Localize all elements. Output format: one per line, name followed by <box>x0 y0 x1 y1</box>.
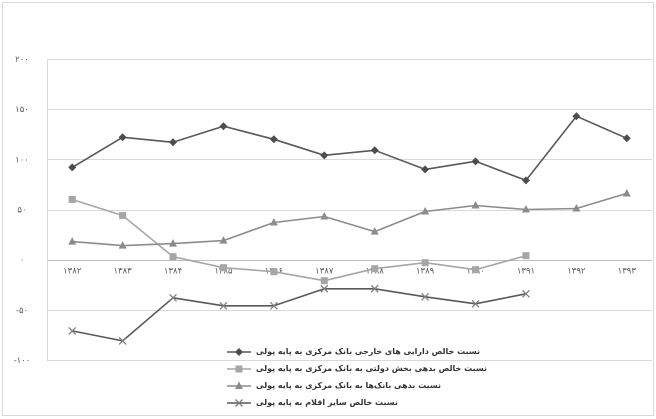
data-point-square <box>270 268 278 276</box>
data-point-x <box>118 336 127 345</box>
series-3 <box>68 188 631 249</box>
data-point-diamond <box>471 157 480 166</box>
y-tick-label: -۵۰ <box>16 306 28 316</box>
data-point-x <box>320 284 329 293</box>
data-point-diamond <box>572 112 581 121</box>
data-point-square <box>371 265 379 273</box>
x-tick-label: ۱۳۹۳ <box>618 267 637 277</box>
data-point-diamond <box>118 133 127 142</box>
legend-sample-diamond <box>227 347 251 356</box>
legend-label: نسبت خالص دارایی های خارجی بانک مرکزی به… <box>256 347 480 356</box>
legend-marker-x <box>235 398 243 407</box>
legend-marker-square <box>235 365 243 372</box>
data-point-triangle <box>320 212 329 220</box>
x-tick-label: ۱۳۸۳ <box>113 267 132 277</box>
data-point-diamond <box>169 138 178 147</box>
data-point-triangle <box>269 218 278 226</box>
data-point-triangle <box>118 241 127 249</box>
legend-marker-diamond <box>235 347 243 356</box>
data-point-diamond <box>622 134 631 143</box>
data-point-x <box>421 292 430 301</box>
legend-item: نسبت خالص دارایی های خارجی بانک مرکزی به… <box>226 343 487 360</box>
data-point-triangle <box>622 188 631 197</box>
series-4 <box>68 284 530 345</box>
y-tick-label: ۱۵۰ <box>15 105 29 115</box>
x-tick-label: ۱۳۸۴ <box>164 267 182 277</box>
data-point-square <box>421 259 429 267</box>
data-point-triangle <box>572 203 581 212</box>
legend-item: نسبت بدهی بانک‌ها به بانک مرکزی به پایه … <box>226 377 487 394</box>
data-point-triangle <box>68 237 77 245</box>
data-point-x <box>169 293 178 302</box>
data-point-triangle <box>421 207 430 215</box>
legend-sample-x <box>227 398 251 407</box>
x-tick-label: ۱۳۸۹ <box>416 267 435 277</box>
data-point-diamond <box>219 122 228 131</box>
legend-marker-triangle <box>235 381 243 389</box>
data-point-square <box>320 277 328 285</box>
legend-sample-triangle <box>227 381 251 389</box>
legend-item: نسبت خالص بدهی بخش دولتی به بانک مرکزی ب… <box>226 360 487 377</box>
series-line <box>72 192 628 247</box>
data-point-diamond <box>370 146 379 155</box>
data-point-x <box>370 284 379 293</box>
series-line <box>71 198 527 282</box>
series-1 <box>68 112 631 185</box>
series-group <box>68 112 631 345</box>
data-point-square <box>472 266 480 274</box>
data-point-x <box>219 301 228 310</box>
data-point-diamond <box>68 163 77 172</box>
y-axis-tick-labels: ۲۰۰ ۱۵۰ ۱۰۰ ۵۰ ۰ -۵۰ -۱۰۰ <box>14 55 31 366</box>
data-point-diamond <box>521 176 530 185</box>
legend-label: نسبت خالص سایر اقلام به پایه پولی <box>256 398 398 407</box>
legend: نسبت خالص دارایی های خارجی بانک مرکزی به… <box>226 343 487 411</box>
data-point-square <box>68 195 76 203</box>
data-point-triangle <box>169 239 178 247</box>
legend-label: نسبت خالص بدهی بخش دولتی به بانک مرکزی ب… <box>256 364 487 373</box>
data-point-x <box>471 299 480 308</box>
x-tick-label: ۱۳۸۵ <box>214 267 233 277</box>
legend-item: نسبت خالص سایر اقلام به پایه پولی <box>226 394 487 411</box>
y-tick-label: ۲۰۰ <box>15 55 29 65</box>
data-point-diamond <box>320 151 329 160</box>
x-tick-label: ۱۳۹۱ <box>517 267 535 277</box>
data-point-triangle <box>521 205 530 213</box>
y-tick-label: -۱۰۰ <box>14 356 31 366</box>
series-line <box>71 115 628 182</box>
x-tick-label: ۱۳۸۲ <box>63 267 82 277</box>
data-point-triangle <box>219 236 228 244</box>
data-point-diamond <box>269 135 278 144</box>
data-point-square <box>169 253 177 261</box>
data-point-triangle <box>370 227 379 235</box>
data-point-triangle <box>471 200 480 209</box>
data-point-x <box>521 289 530 298</box>
x-tick-label: ۱۳۹۲ <box>567 267 586 277</box>
x-tick-label: ۱۳۸۷ <box>315 267 334 277</box>
series-line <box>72 288 527 342</box>
y-tick-label: ۰ <box>20 256 25 266</box>
y-tick-label: ۵۰ <box>17 206 26 216</box>
y-tick-label: ۱۰۰ <box>15 155 29 165</box>
data-point-square <box>522 252 530 260</box>
legend-label: نسبت بدهی بانک‌ها به بانک مرکزی به پایه … <box>256 381 441 390</box>
gridlines <box>47 59 652 361</box>
data-point-square <box>219 264 227 272</box>
legend-sample-square <box>227 365 251 372</box>
data-point-square <box>119 212 127 220</box>
data-point-x <box>68 326 77 335</box>
series-2 <box>68 195 530 285</box>
data-point-x <box>269 301 278 310</box>
data-point-diamond <box>421 165 430 174</box>
